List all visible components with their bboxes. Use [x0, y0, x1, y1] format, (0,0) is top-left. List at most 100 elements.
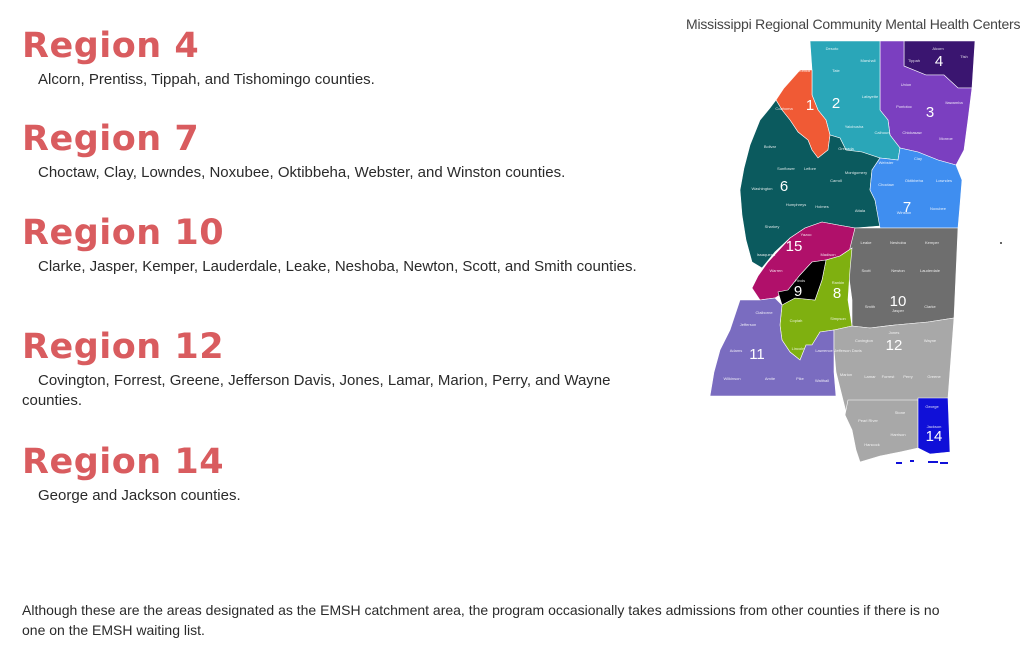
region-label-1: 1 [806, 97, 814, 114]
svg-text:Lincoln: Lincoln [792, 346, 805, 351]
svg-text:Union: Union [901, 82, 911, 87]
svg-text:Carroll: Carroll [830, 178, 842, 183]
svg-text:Walthall: Walthall [815, 378, 829, 383]
svg-text:Itawamba: Itawamba [945, 100, 963, 105]
svg-text:Grenada: Grenada [838, 146, 854, 151]
svg-text:Tippah: Tippah [908, 58, 920, 63]
region-title: Region 7 [22, 119, 200, 159]
svg-text:Greene: Greene [927, 374, 941, 379]
svg-text:Copiah: Copiah [790, 318, 803, 323]
region-12-south-area [844, 399, 919, 463]
region-7-section: Region 7 Choctaw, Clay, Lowndes, Noxubee… [22, 119, 662, 183]
region-label-15: 15 [786, 238, 803, 255]
svg-text:Holmes: Holmes [815, 204, 829, 209]
region-14-area [917, 397, 951, 455]
svg-text:Wilkinson: Wilkinson [723, 376, 740, 381]
svg-text:Attala: Attala [855, 208, 866, 213]
region-title: Region 10 [22, 213, 225, 253]
region-10-section: Region 10 Clarke, Jasper, Kemper, Lauder… [22, 213, 662, 277]
svg-text:Rankin: Rankin [832, 280, 844, 285]
mississippi-regions-map: Desoto Marshall Tippah Alcorn Tish Tunic… [709, 40, 976, 464]
region-label-11: 11 [749, 346, 765, 363]
svg-text:Yazoo: Yazoo [800, 232, 812, 237]
region-counties: Covington, Forrest, Greene, Jefferson Da… [22, 372, 611, 409]
svg-text:Simpson: Simpson [830, 316, 846, 321]
svg-text:Scott: Scott [861, 268, 871, 273]
svg-text:Covington: Covington [855, 338, 873, 343]
region-label-9: 9 [794, 283, 802, 300]
coastal-islands [896, 460, 948, 464]
svg-text:Oktibbeha: Oktibbeha [905, 178, 924, 183]
svg-text:Tunica: Tunica [798, 68, 811, 73]
svg-text:Pontotoc: Pontotoc [896, 104, 912, 109]
region-label-12: 12 [886, 337, 903, 354]
svg-text:Marion: Marion [840, 372, 852, 377]
svg-text:Hinds: Hinds [795, 278, 805, 283]
svg-text:Amite: Amite [765, 376, 776, 381]
svg-text:Tate: Tate [832, 68, 840, 73]
svg-text:Jefferson: Jefferson [740, 322, 756, 327]
svg-text:Lauderdale: Lauderdale [920, 268, 941, 273]
svg-text:Lafayette: Lafayette [862, 94, 879, 99]
svg-text:Marshall: Marshall [860, 58, 875, 63]
region-label-7: 7 [903, 199, 911, 216]
region-12-section: Region 12 Covington, Forrest, Greene, Je… [22, 327, 662, 411]
region-label-3: 3 [926, 104, 934, 121]
svg-text:Webster: Webster [879, 160, 894, 165]
region-number-labels: 1 2 3 4 6 7 8 9 10 11 12 14 15 [749, 53, 943, 445]
region-counties: Choctaw, Clay, Lowndes, Noxubee, Oktibbe… [38, 164, 566, 181]
svg-text:Jefferson Davis: Jefferson Davis [834, 348, 862, 353]
region-4-section: Region 4 Alcorn, Prentiss, Tippah, and T… [22, 26, 662, 90]
map-title: Mississippi Regional Community Mental He… [686, 16, 1021, 32]
region-label-4: 4 [935, 53, 943, 70]
svg-text:Jackson: Jackson [927, 424, 942, 429]
svg-text:Claiborne: Claiborne [755, 310, 773, 315]
svg-text:George: George [925, 404, 939, 409]
svg-text:Desoto: Desoto [826, 46, 839, 51]
svg-text:Winston: Winston [897, 210, 911, 215]
svg-text:Perry: Perry [903, 374, 913, 379]
region-11-area [709, 297, 837, 397]
region-counties: Alcorn, Prentiss, Tippah, and Tishomingo… [38, 71, 375, 88]
region-label-8: 8 [833, 285, 841, 302]
svg-text:Jasper: Jasper [892, 308, 905, 313]
region-label-14: 14 [926, 428, 943, 445]
svg-text:Forrest: Forrest [882, 374, 896, 379]
svg-text:Montgomery: Montgomery [845, 170, 867, 175]
svg-text:Lowndes: Lowndes [936, 178, 952, 183]
svg-text:Stone: Stone [895, 410, 906, 415]
svg-text:Hancock: Hancock [864, 442, 880, 447]
svg-text:Choctaw: Choctaw [878, 182, 894, 187]
svg-text:Noxubee: Noxubee [930, 206, 947, 211]
svg-text:Smith: Smith [865, 304, 875, 309]
svg-text:Leflore: Leflore [804, 166, 817, 171]
svg-text:Sunflower: Sunflower [777, 166, 795, 171]
svg-text:Washington: Washington [752, 186, 773, 191]
svg-text:Clay: Clay [914, 156, 922, 161]
svg-text:Neshoba: Neshoba [890, 240, 907, 245]
svg-text:Pike: Pike [796, 376, 805, 381]
catchment-note: Although these are the areas designated … [22, 602, 940, 638]
region-label-6: 6 [780, 178, 788, 195]
region-title: Region 14 [22, 442, 225, 482]
svg-text:Sharkey: Sharkey [765, 224, 780, 229]
region-counties: George and Jackson counties. [38, 487, 241, 504]
svg-text:Jones: Jones [889, 330, 900, 335]
stray-dot [1000, 242, 1002, 244]
region-title: Region 12 [22, 327, 225, 367]
svg-text:Newton: Newton [891, 268, 905, 273]
svg-text:Lamar: Lamar [864, 374, 876, 379]
svg-text:Chickasaw: Chickasaw [902, 130, 921, 135]
svg-text:Monroe: Monroe [939, 136, 953, 141]
svg-text:Tish: Tish [960, 54, 967, 59]
svg-text:Clarke: Clarke [924, 304, 936, 309]
svg-text:Coahoma: Coahoma [775, 106, 793, 111]
svg-text:Warren: Warren [770, 268, 783, 273]
svg-text:Madison: Madison [820, 252, 835, 257]
svg-text:Lawrence: Lawrence [815, 348, 833, 353]
svg-text:Leake: Leake [861, 240, 873, 245]
region-9-area [777, 259, 827, 306]
region-title: Region 4 [22, 26, 200, 66]
region-14-section: Region 14 George and Jackson counties. [22, 442, 662, 506]
svg-text:Wayne: Wayne [924, 338, 937, 343]
